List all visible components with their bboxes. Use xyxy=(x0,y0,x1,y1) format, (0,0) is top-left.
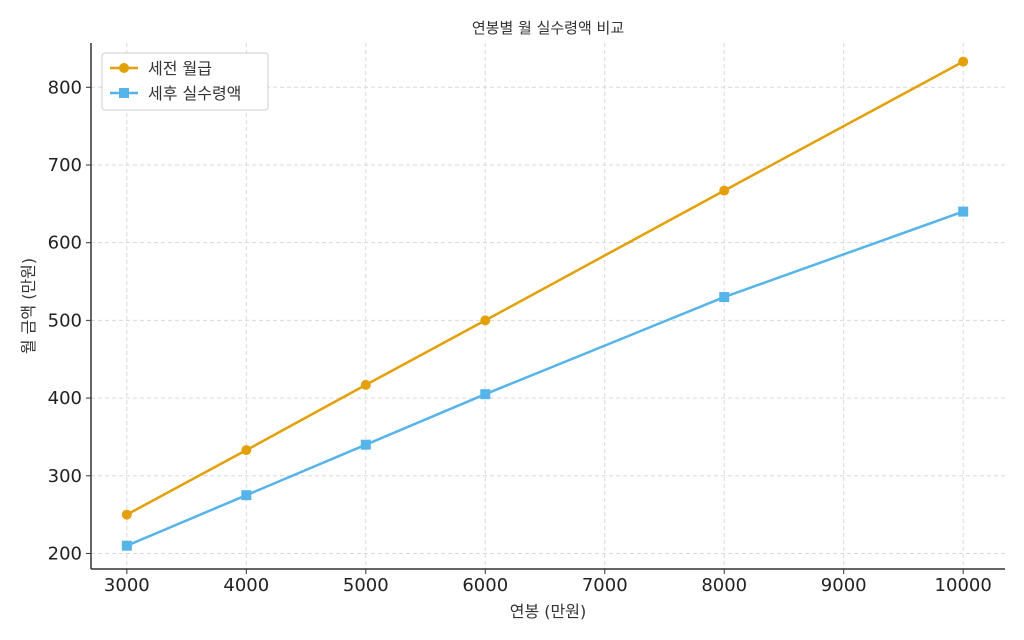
x-tick-label-3: 6000 xyxy=(462,575,508,596)
y-tick-label-4: 600 xyxy=(48,233,82,254)
series-0-point-4 xyxy=(719,185,730,196)
x-tick-label-0: 3000 xyxy=(104,575,150,596)
x-tick-label-7: 10000 xyxy=(935,575,992,596)
x-tick-label-2: 5000 xyxy=(343,575,389,596)
series-1-point-5 xyxy=(958,206,969,217)
legend-label-post-tax: 세후 실수령액 xyxy=(148,84,241,103)
gridlines xyxy=(91,43,1005,569)
y-axis-label: 월 금액 (만원) xyxy=(19,258,38,354)
legend-label-pre-tax: 세전 월급 xyxy=(148,59,212,78)
legend-marker-post-tax xyxy=(119,88,129,98)
x-tick-label-6: 9000 xyxy=(821,575,867,596)
y-tick-label-0: 200 xyxy=(48,543,82,564)
y-tick-label-3: 500 xyxy=(48,310,82,331)
series-0-point-3 xyxy=(480,315,491,326)
series-0-point-2 xyxy=(360,379,371,390)
chart-title: 연봉별 월 실수령액 비교 xyxy=(472,19,624,37)
axes xyxy=(90,43,1005,570)
x-axis-label: 연봉 (만원) xyxy=(510,602,586,621)
x-tick-label-1: 4000 xyxy=(223,575,269,596)
y-tick-label-5: 700 xyxy=(48,155,82,176)
series-line-0 xyxy=(126,60,964,516)
x-tick-label-5: 8000 xyxy=(701,575,747,596)
series-1-point-0 xyxy=(121,540,132,551)
x-tick-label-4: 7000 xyxy=(582,575,628,596)
legend-marker-pre-tax xyxy=(119,63,129,73)
series-1-point-4 xyxy=(719,292,730,303)
y-tick-label-2: 400 xyxy=(48,388,82,409)
legend: 세전 월급 세후 실수령액 xyxy=(101,52,269,111)
series-0-point-0 xyxy=(121,509,132,520)
legend-box xyxy=(101,52,269,111)
series-1-point-1 xyxy=(241,490,252,501)
ticks: 3000 4000 5000 6000 7000 8000 9000 10000 200 300 4… xyxy=(48,77,992,596)
series-1-point-2 xyxy=(360,439,371,450)
series-0-point-5 xyxy=(958,56,969,67)
y-tick-label-6: 800 xyxy=(48,77,82,98)
series-line-1 xyxy=(126,210,964,547)
series-group xyxy=(121,56,969,551)
series-0-point-1 xyxy=(241,445,252,456)
y-tick-label-1: 300 xyxy=(48,466,82,487)
series-1-point-3 xyxy=(480,389,491,400)
